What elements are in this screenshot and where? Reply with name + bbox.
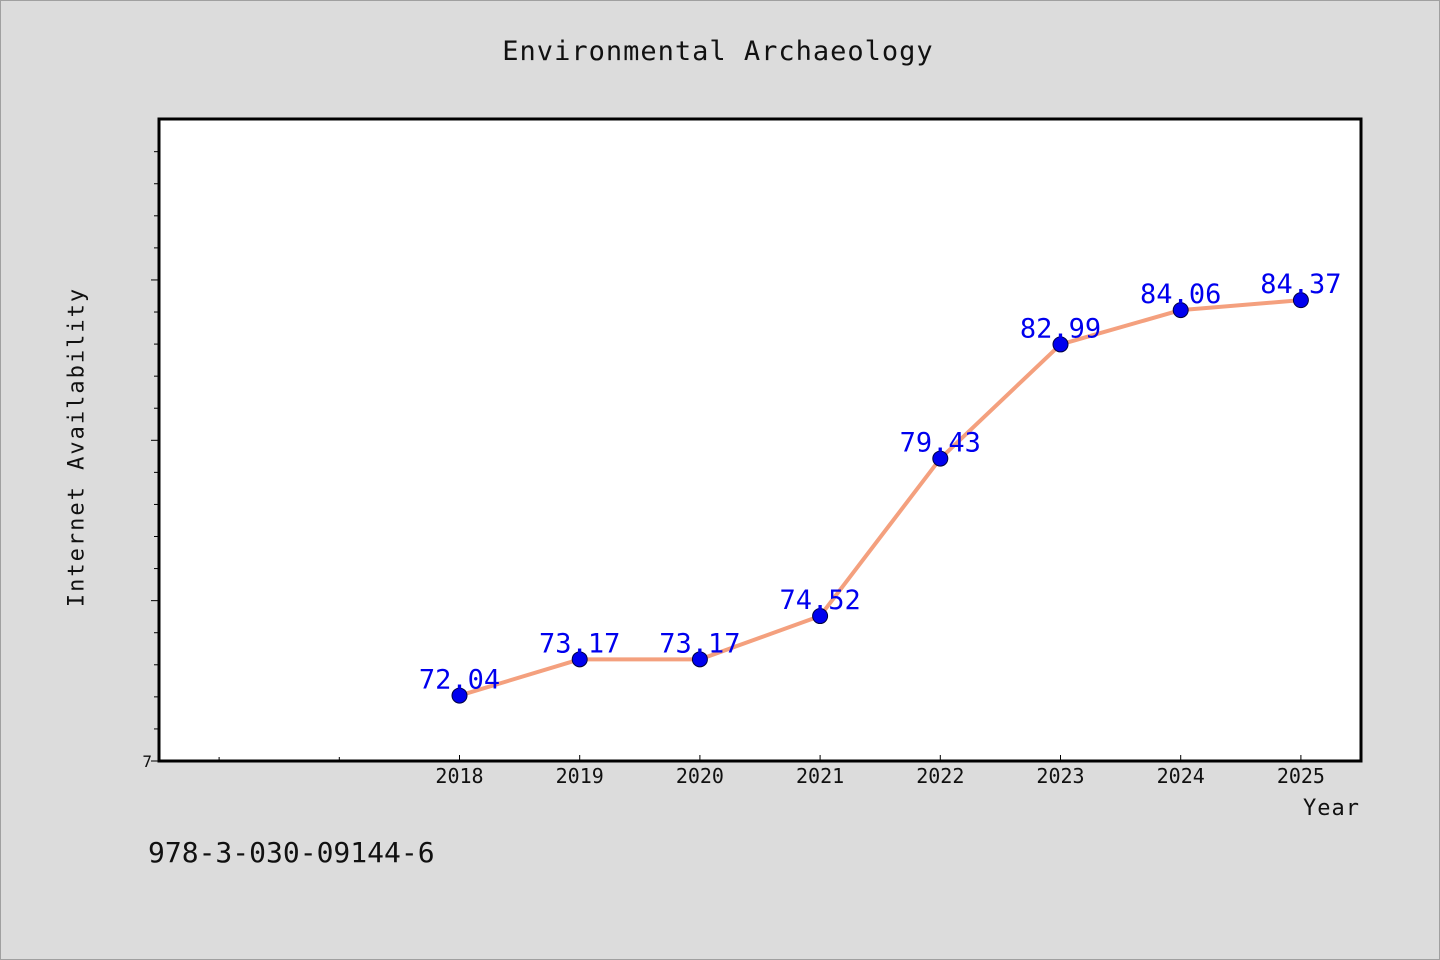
chart-title: Environmental Archaeology [502,36,934,67]
x-axis-ticks: 2018 2019 2020 2021 2022 2023 2024 2025 [218,755,1325,788]
series-line [458,298,1302,698]
x-tick-label: 2023 [1036,764,1084,788]
data-point [1172,302,1189,319]
data-point [812,608,829,625]
data-point [1292,292,1309,309]
data-point [571,651,588,668]
data-label: 79.43 [900,428,981,459]
data-label: 73.17 [539,628,620,659]
data-label: 82.99 [1020,313,1101,344]
data-point [932,450,949,467]
x-tick-label: 2018 [435,764,483,788]
x-tick-label: 2022 [916,764,964,788]
x-tick-label: 2020 [676,764,724,788]
x-tick-label: 2024 [1157,764,1205,788]
plot-area [157,117,1363,763]
y-tick-label: 7 [142,752,152,771]
data-point [691,651,708,668]
x-axis-label: Year [1303,796,1360,821]
x-tick-label: 2019 [556,764,604,788]
data-labels: 72.04 73.17 73.17 74.52 79.43 82.99 84.06 84.37 [419,269,1342,695]
data-points [451,292,1309,704]
y-axis-ticks: 7 [142,151,159,771]
footer-text: 978-3-030-09144-6 [148,836,435,869]
data-point [1052,336,1069,353]
data-label: 84.37 [1260,269,1341,300]
data-label: 84.06 [1140,279,1221,310]
data-label: 74.52 [779,585,860,616]
data-label: 72.04 [419,665,500,696]
x-tick-label: 2021 [796,764,844,788]
data-label: 73.17 [659,628,740,659]
data-point [451,687,468,704]
x-tick-label: 2025 [1277,764,1325,788]
